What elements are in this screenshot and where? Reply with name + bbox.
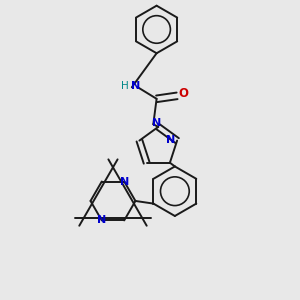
Text: N: N [120, 176, 129, 187]
Text: H: H [121, 81, 128, 91]
Text: N: N [130, 81, 140, 91]
Text: O: O [178, 87, 188, 100]
Text: N: N [97, 215, 106, 225]
Text: N: N [152, 118, 161, 128]
Text: N: N [166, 135, 175, 145]
